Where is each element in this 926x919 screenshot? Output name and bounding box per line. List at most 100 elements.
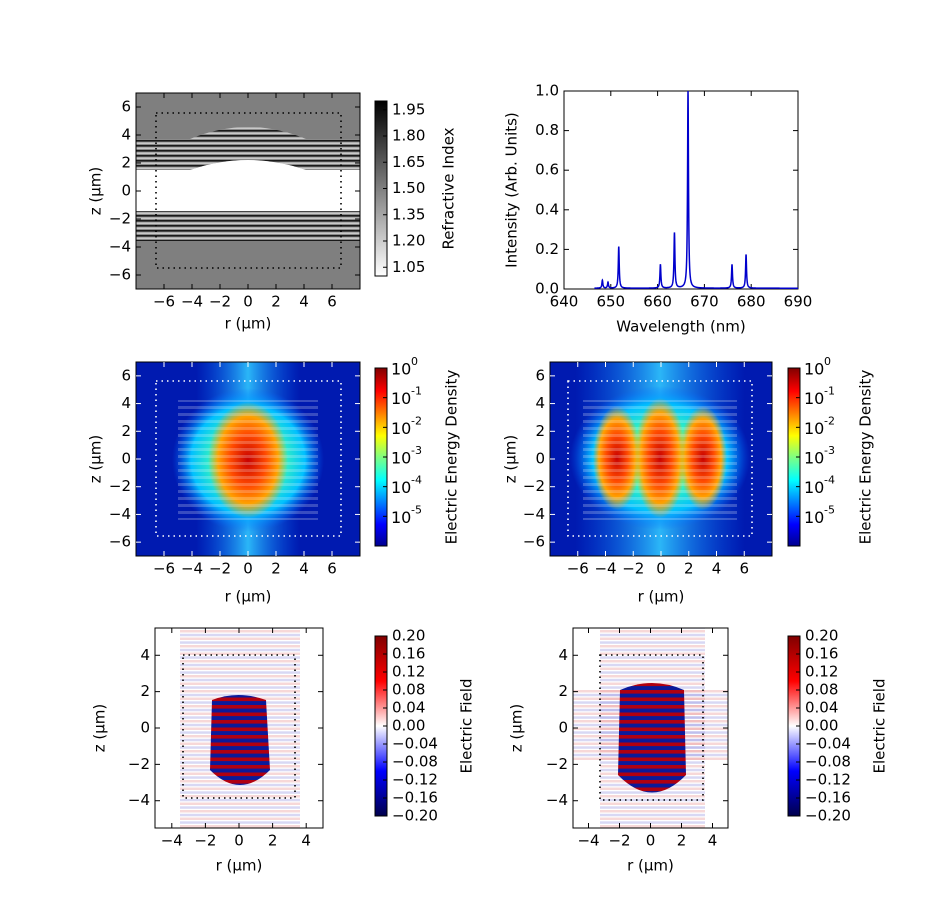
x-tick-label: 0 <box>234 832 244 850</box>
colorbar-tick-label: −0.12 <box>392 771 438 789</box>
x-tick-label: 6 <box>327 560 337 578</box>
colorbar-tick-label: −0.08 <box>805 753 851 771</box>
y-tick-label: 4 <box>558 646 568 664</box>
y-tick-label: −6 <box>523 533 545 551</box>
x-tick-label: 2 <box>271 560 281 578</box>
y-tick-label: 0.4 <box>535 200 559 218</box>
colorbar-tick-label: 10 <box>391 478 411 497</box>
y-tick-label: 0 <box>121 450 131 468</box>
y-tick-label: −4 <box>546 791 568 809</box>
x-tick-label: 4 <box>708 832 718 850</box>
colorbar-tick-label: −0.20 <box>392 807 438 825</box>
x-tick-label: 640 <box>550 293 579 311</box>
colorbar-tick-label: 10 <box>391 419 411 438</box>
colorbar-tick-label: 10 <box>391 360 411 379</box>
y-axis-label: z (μm) <box>87 167 105 216</box>
x-tick-label: −2 <box>209 293 231 311</box>
y-tick-label: 0 <box>140 719 150 737</box>
x-axis-label: r (μm) <box>225 588 272 606</box>
colorbar-tick-label: 1.05 <box>392 258 425 276</box>
colorbar-label: Electric Energy Density <box>443 370 461 545</box>
spectrum-frame <box>563 90 799 290</box>
colorbar-tick-label: 10 <box>804 419 824 438</box>
colorbar-tick-exponent: -2 <box>411 414 422 427</box>
y-axis-label: z (μm) <box>502 435 520 484</box>
y-tick-label: 0 <box>535 450 545 468</box>
x-tick-label: 2 <box>268 832 278 850</box>
colorbar-tick-exponent: -1 <box>411 385 422 398</box>
electric-field-2-panel <box>573 628 728 828</box>
x-tick-label: 4 <box>299 293 309 311</box>
y-tick-label: 0.8 <box>535 121 559 139</box>
y-tick-label: −2 <box>128 755 150 773</box>
ef1-colorbar-ticks: 0.200.160.120.080.040.00−0.04−0.08−0.12−… <box>383 627 476 825</box>
y-tick-label: 2 <box>121 154 131 172</box>
y-tick-label: 6 <box>535 366 545 384</box>
x-tick-label: 660 <box>643 293 672 311</box>
colorbar-tick-label: 10 <box>391 449 411 468</box>
y-tick-label: −4 <box>109 505 131 523</box>
colorbar-tick-exponent: -1 <box>824 385 835 398</box>
x-tick-label: 650 <box>596 293 625 311</box>
colorbar-tick-label: 0.20 <box>805 627 838 645</box>
ef2-core-field <box>618 683 686 793</box>
y-tick-label: −6 <box>109 266 131 284</box>
x-tick-label: 6 <box>739 560 749 578</box>
y-tick-label: 0 <box>121 182 131 200</box>
colorbar-label: Electric Energy Density <box>857 370 875 545</box>
y-tick-label: 0.2 <box>535 240 559 258</box>
colorbar-tick-label: 0.04 <box>805 699 838 717</box>
colorbar-tick-label: 10 <box>804 389 824 408</box>
x-tick-label: 670 <box>690 293 719 311</box>
x-axis-label: r (μm) <box>216 857 263 875</box>
x-tick-label: −6 <box>153 293 175 311</box>
colorbar-label: Electric Field <box>871 679 889 774</box>
y-tick-label: 2 <box>140 682 150 700</box>
colorbar-tick-label: 0.08 <box>805 681 838 699</box>
x-tick-label: 4 <box>299 560 309 578</box>
colorbar-tick-label: 10 <box>804 508 824 527</box>
y-tick-label: 1.0 <box>535 82 559 100</box>
y-tick-label: −6 <box>109 533 131 551</box>
x-tick-label: 2 <box>271 293 281 311</box>
colorbar-tick-label: 0.20 <box>392 627 425 645</box>
y-axis-label: Intensity (Arb. Units) <box>503 112 521 268</box>
y-tick-label: 4 <box>121 394 131 412</box>
colorbar-tick-exponent: -5 <box>824 503 835 516</box>
x-tick-label: −2 <box>194 832 216 850</box>
x-tick-label: 6 <box>327 293 337 311</box>
colorbar-tick-label: 0.12 <box>392 663 425 681</box>
y-tick-label: 4 <box>121 126 131 144</box>
colorbar-label: Electric Field <box>458 679 476 774</box>
x-tick-label: −4 <box>577 832 599 850</box>
x-tick-label: 2 <box>677 832 687 850</box>
y-tick-label: 6 <box>121 366 131 384</box>
colorbar-tick-label: −0.16 <box>392 789 438 807</box>
colorbar-tick-label: 10 <box>804 360 824 379</box>
x-tick-label: 0 <box>656 560 666 578</box>
y-tick-label: −2 <box>109 210 131 228</box>
colorbar-tick-label: 1.35 <box>392 205 425 223</box>
y-tick-label: 0.0 <box>535 280 559 298</box>
ed2-fringes <box>583 400 737 520</box>
colorbar-tick-label: 1.50 <box>392 179 425 197</box>
y-tick-label: 0 <box>558 719 568 737</box>
ri-colorbar-ticks: 1.95 1.80 1.65 1.50 1.35 1.20 1.05 Refractive I… <box>383 100 458 276</box>
colorbar-tick-label: 1.65 <box>392 153 425 171</box>
x-axis-label: Wavelength (nm) <box>616 318 746 336</box>
y-tick-label: −2 <box>109 477 131 495</box>
x-axis-label: r (μm) <box>225 315 272 333</box>
y-tick-label: 2 <box>535 422 545 440</box>
colorbar-tick-exponent: -2 <box>824 414 835 427</box>
colorbar-tick-label: −0.16 <box>805 789 851 807</box>
refractive-index-panel <box>136 93 360 289</box>
x-tick-label: 680 <box>737 293 766 311</box>
ed1-fringes <box>178 400 318 520</box>
colorbar-tick-label: 0.00 <box>805 717 838 735</box>
ef2-axes: −4 −2 0 2 4 4 2 0 −2 −4 r (μm) z (μm) <box>508 628 728 875</box>
y-axis-label: z (μm) <box>508 704 526 753</box>
y-axis-label: z (μm) <box>91 704 109 753</box>
